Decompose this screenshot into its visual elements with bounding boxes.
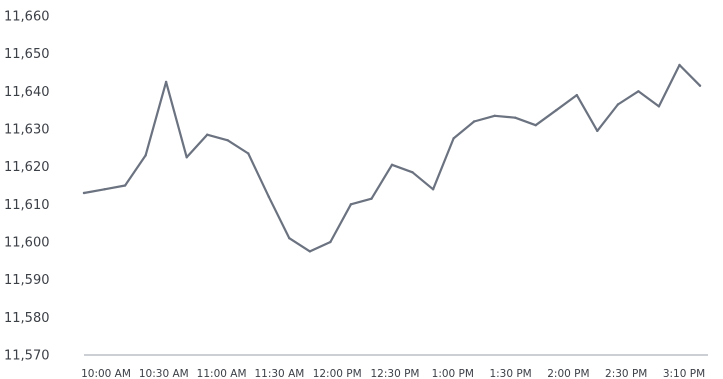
y-tick-label: 11,610 — [4, 198, 50, 213]
data-point — [637, 90, 640, 93]
x-tick-label: 2:30 PM — [605, 368, 647, 379]
data-point — [698, 84, 702, 87]
data-point — [288, 237, 291, 240]
x-tick-label: 12:30 PM — [371, 368, 420, 379]
y-tick-label: 11,640 — [4, 85, 50, 100]
y-tick-label: 11,630 — [4, 123, 50, 138]
x-tick-label: 2:00 PM — [547, 368, 589, 379]
data-point — [329, 240, 332, 244]
x-tick-label: 10:30 AM — [139, 368, 189, 379]
y-tick-label: 11,570 — [4, 349, 50, 364]
data-point — [657, 105, 661, 108]
data-point — [390, 163, 394, 166]
data-point — [678, 63, 681, 67]
x-tick-label: 11:30 AM — [254, 368, 304, 379]
y-tick-label: 11,580 — [4, 311, 50, 326]
y-axis: 11,570 11,580 11,590 11,600 11,610 11,620 11,6… — [4, 10, 50, 364]
data-point — [431, 188, 435, 191]
plot-area — [82, 63, 702, 253]
x-tick-label: 1:30 PM — [489, 368, 531, 379]
y-tick-label: 11,600 — [4, 236, 50, 251]
data-point — [144, 154, 147, 157]
data-point — [349, 203, 353, 206]
data-point — [123, 184, 127, 187]
x-tick-label: 12:00 PM — [313, 368, 362, 379]
data-point — [247, 152, 250, 155]
x-axis: 10:00 AM 10:30 AM 11:00 AM 11:30 AM 12:00 PM… — [81, 354, 708, 379]
data-point — [575, 93, 578, 97]
data-point — [514, 116, 517, 119]
data-point — [226, 139, 229, 142]
x-tick-label: 1:00 PM — [432, 368, 474, 379]
data-point — [596, 129, 599, 133]
data-point — [308, 250, 312, 253]
series-line — [82, 63, 702, 253]
data-point — [103, 188, 106, 191]
data-point — [164, 80, 168, 84]
data-point — [267, 195, 270, 198]
data-point — [452, 137, 455, 140]
data-point — [206, 133, 209, 136]
y-tick-label: 11,620 — [4, 160, 50, 175]
data-point — [411, 171, 414, 174]
x-tick-label: 10:00 AM — [81, 368, 131, 379]
data-point — [370, 197, 373, 200]
data-point — [82, 191, 86, 195]
y-tick-label: 11,660 — [4, 10, 50, 25]
x-tick-label: 3:10 PM — [663, 368, 705, 379]
y-tick-label: 11,590 — [4, 273, 50, 288]
x-tick-label: 11:00 AM — [197, 368, 247, 379]
y-tick-label: 11,650 — [4, 47, 50, 62]
data-point — [534, 124, 537, 127]
data-point — [616, 103, 620, 106]
data-point — [493, 114, 496, 118]
data-point — [185, 156, 188, 159]
data-point — [555, 109, 558, 112]
data-point — [472, 120, 476, 123]
